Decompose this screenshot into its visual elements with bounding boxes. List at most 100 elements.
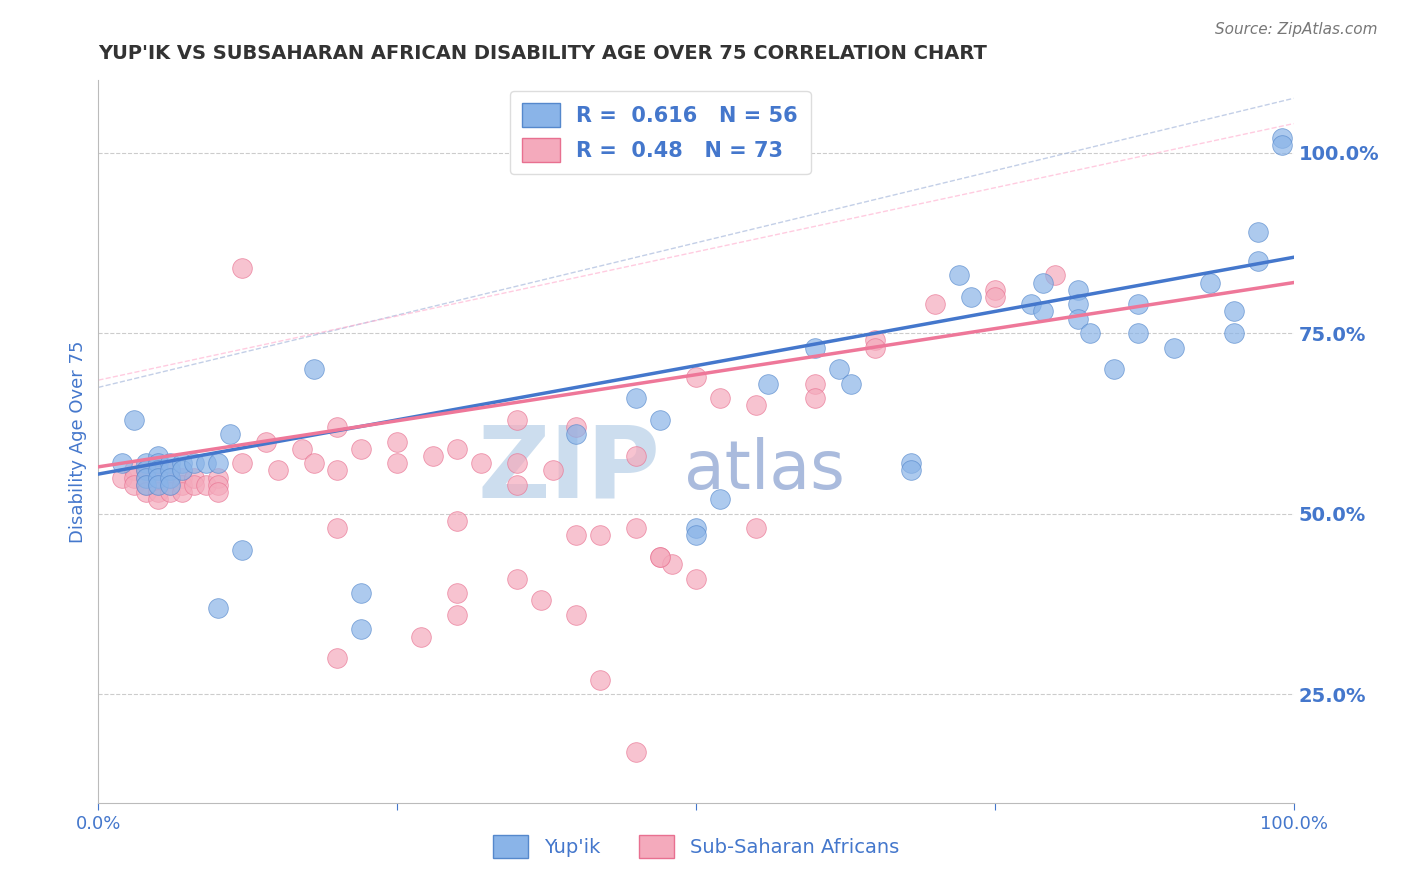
Point (924, 297, 946, 311)
Point (159, 478, 181, 492)
Point (565, 427, 588, 442)
Point (589, 673, 612, 687)
Point (124, 463, 146, 477)
Point (326, 651, 349, 665)
Point (900, 456, 922, 470)
Point (1128, 326, 1150, 340)
Point (207, 470, 229, 484)
Point (172, 470, 194, 484)
Point (745, 398, 768, 412)
Point (626, 449, 648, 463)
Point (183, 470, 205, 484)
Text: Source: ZipAtlas.com: Source: ZipAtlas.com (1215, 22, 1378, 37)
Point (865, 334, 887, 348)
Point (254, 434, 277, 449)
Point (1271, 131, 1294, 145)
Point (1019, 297, 1042, 311)
Text: atlas: atlas (685, 437, 845, 503)
Point (565, 528, 588, 542)
Point (1032, 276, 1054, 290)
Point (350, 442, 373, 456)
Point (172, 485, 194, 500)
Point (1080, 326, 1102, 340)
Point (267, 463, 290, 477)
Point (326, 463, 349, 477)
Point (111, 470, 134, 484)
Point (159, 470, 181, 484)
Point (709, 492, 731, 507)
Point (148, 463, 170, 477)
Point (172, 478, 194, 492)
Point (135, 478, 157, 492)
Point (506, 478, 529, 492)
Point (350, 586, 373, 600)
Point (1067, 283, 1090, 297)
Point (148, 478, 170, 492)
Point (446, 514, 468, 528)
Point (135, 470, 157, 484)
Point (124, 413, 146, 427)
Point (422, 449, 444, 463)
Point (1067, 311, 1090, 326)
Point (984, 290, 1007, 304)
Point (159, 470, 181, 484)
Point (1104, 362, 1126, 376)
Point (1247, 253, 1270, 268)
Point (1032, 304, 1054, 318)
Point (111, 456, 134, 470)
Point (124, 478, 146, 492)
Point (685, 521, 707, 535)
Point (960, 290, 983, 304)
Point (350, 623, 373, 637)
Point (565, 420, 588, 434)
Point (148, 470, 170, 484)
Text: ZIP: ZIP (477, 422, 661, 519)
Point (159, 485, 181, 500)
Point (648, 550, 672, 565)
Point (195, 478, 218, 492)
Point (589, 528, 612, 542)
Point (541, 463, 564, 477)
Point (302, 456, 325, 470)
Point (207, 600, 229, 615)
Point (326, 521, 349, 535)
Point (291, 442, 314, 456)
Point (231, 456, 253, 470)
Point (685, 528, 707, 542)
Point (948, 268, 970, 283)
Point (626, 745, 648, 759)
Point (385, 456, 409, 470)
Point (1223, 304, 1246, 318)
Point (148, 485, 170, 500)
Point (685, 369, 707, 384)
Text: YUP'IK VS SUBSAHARAN AFRICAN DISABILITY AGE OVER 75 CORRELATION CHART: YUP'IK VS SUBSAHARAN AFRICAN DISABILITY … (98, 45, 987, 63)
Point (565, 607, 588, 622)
Point (865, 341, 887, 355)
Point (207, 485, 229, 500)
Point (709, 391, 731, 405)
Point (841, 376, 863, 391)
Point (148, 478, 170, 492)
Point (470, 456, 492, 470)
Point (148, 449, 170, 463)
Point (648, 413, 672, 427)
Point (183, 478, 205, 492)
Point (1163, 341, 1185, 355)
Point (804, 391, 827, 405)
Point (506, 456, 529, 470)
Point (1043, 268, 1066, 283)
Point (159, 463, 181, 477)
Point (172, 456, 194, 470)
Point (626, 521, 648, 535)
Point (530, 593, 553, 607)
Point (135, 470, 157, 484)
Point (385, 434, 409, 449)
Point (172, 463, 194, 477)
Point (159, 456, 181, 470)
Point (648, 550, 672, 565)
Point (828, 362, 851, 376)
Point (411, 630, 433, 644)
Point (148, 492, 170, 507)
Point (207, 478, 229, 492)
Point (506, 413, 529, 427)
